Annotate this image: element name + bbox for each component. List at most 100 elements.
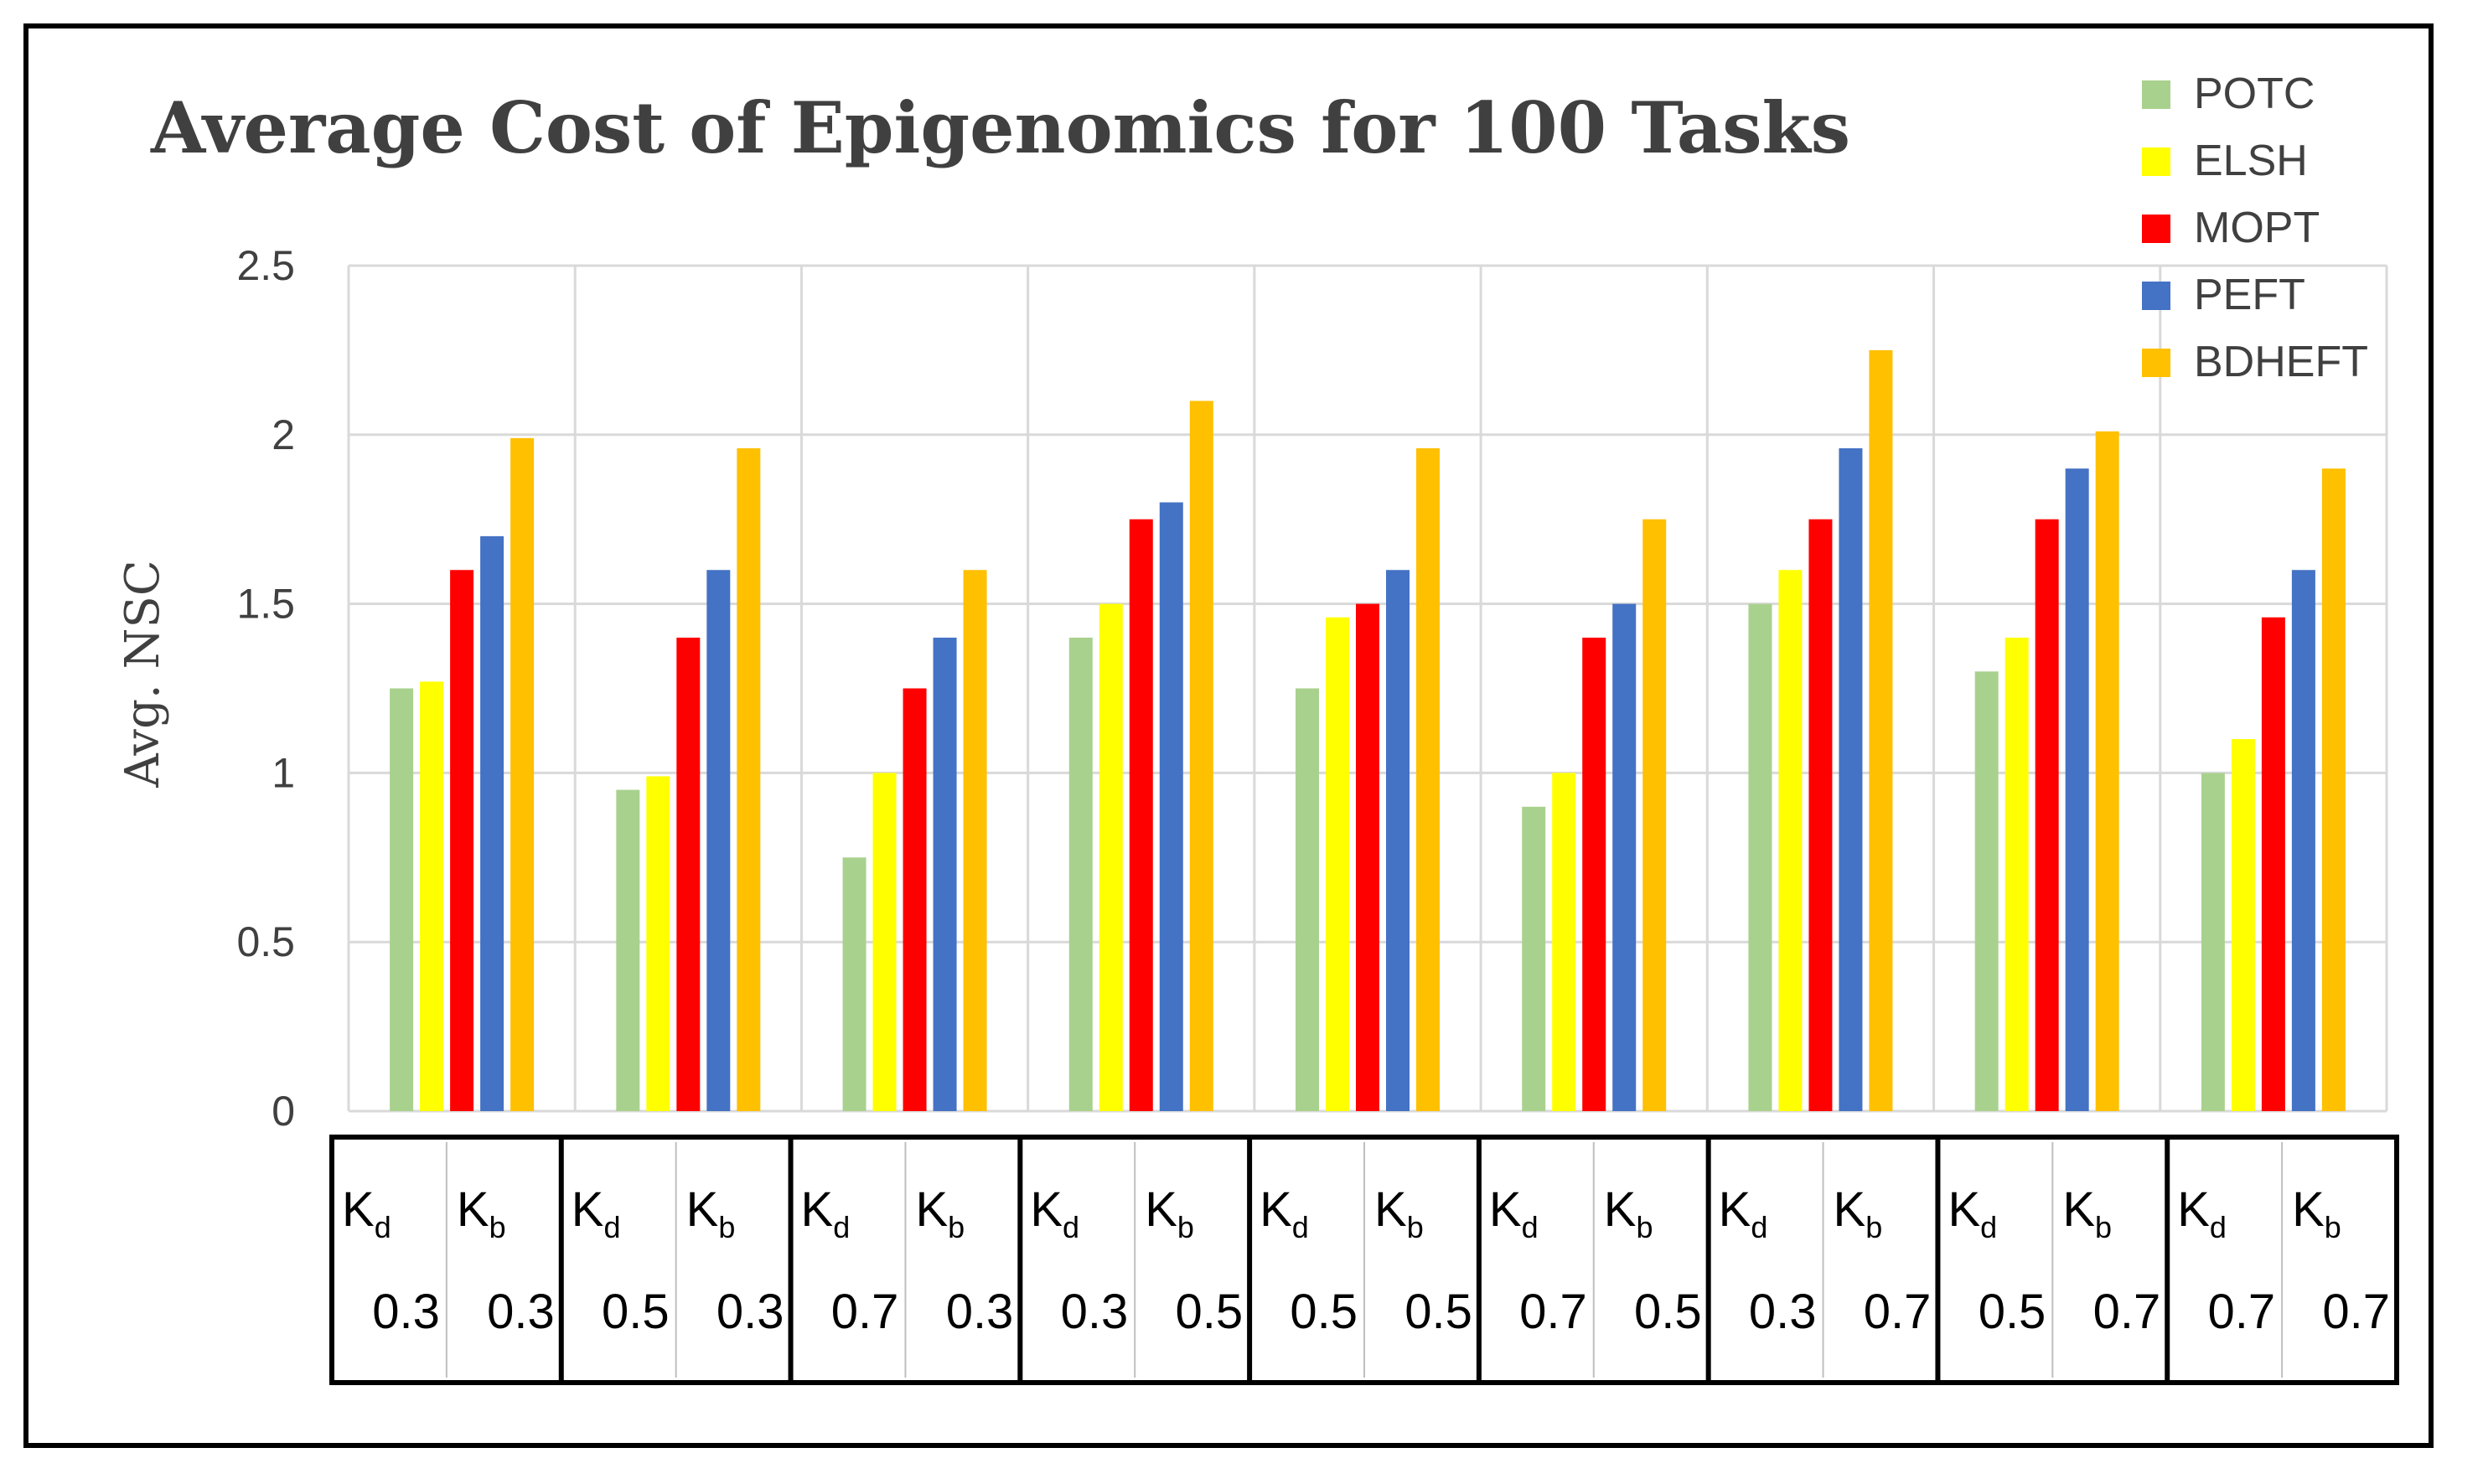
- param-value-kd: 0.3: [372, 1285, 440, 1339]
- param-header-kb: Kb: [1374, 1182, 1424, 1244]
- bar-elsh: [420, 681, 444, 1111]
- legend-label: ELSH: [2194, 137, 2308, 185]
- param-header-kd: Kd: [1948, 1182, 1997, 1244]
- chart-title: Average Cost of Epigenomics for 100 Task…: [150, 86, 1850, 169]
- bar-mopt: [1356, 603, 1379, 1111]
- bar-elsh: [646, 776, 670, 1111]
- param-header-kb: Kb: [2062, 1182, 2112, 1244]
- bar-peft: [2291, 570, 2315, 1111]
- param-header-kd: Kd: [1260, 1182, 1309, 1244]
- legend-label: MOPT: [2194, 204, 2320, 252]
- param-value-kb: 0.5: [1634, 1285, 1702, 1339]
- bar-elsh: [872, 773, 897, 1111]
- bar-mopt: [1582, 637, 1606, 1111]
- param-header-kb: Kb: [1604, 1182, 1653, 1244]
- bar-potc: [842, 857, 866, 1111]
- bar-elsh: [2231, 739, 2255, 1111]
- bar-peft: [1839, 447, 1863, 1111]
- param-value-kd: 0.7: [2207, 1285, 2275, 1339]
- param-value-kd: 0.7: [831, 1285, 899, 1339]
- bar-mopt: [903, 688, 927, 1111]
- param-value-kb: 0.7: [1864, 1285, 1932, 1339]
- param-header-kd: Kd: [1719, 1182, 1768, 1244]
- param-header-kb: Kb: [1145, 1182, 1194, 1244]
- bar-bdheft: [2321, 468, 2346, 1111]
- param-value-kb: 0.3: [716, 1285, 784, 1339]
- legend-swatch: [2142, 80, 2170, 109]
- param-value-kb: 0.3: [946, 1285, 1014, 1339]
- bar-peft: [706, 570, 731, 1111]
- param-value-kb: 0.5: [1175, 1285, 1243, 1339]
- bar-elsh: [1778, 570, 1803, 1111]
- legend-swatch: [2142, 282, 2170, 310]
- param-header-kb: Kb: [915, 1182, 965, 1244]
- bar-peft: [480, 535, 504, 1111]
- y-tick-label: 1: [272, 749, 295, 796]
- param-value-kd: 0.3: [1061, 1285, 1129, 1339]
- bar-peft: [1612, 603, 1637, 1111]
- bar-potc: [1748, 603, 1772, 1111]
- bar-elsh: [1326, 617, 1349, 1111]
- chart: Average Cost of Epigenomics for 100 Task…: [116, 70, 2399, 1385]
- bar-bdheft: [1869, 349, 1893, 1111]
- param-header-kd: Kd: [801, 1182, 851, 1244]
- param-value-kb: 0.5: [1404, 1285, 1472, 1339]
- bar-peft: [1386, 570, 1410, 1111]
- bar-bdheft: [1416, 447, 1440, 1111]
- bar-mopt: [2035, 519, 2059, 1111]
- y-tick-label: 0.5: [236, 918, 295, 965]
- bar-mopt: [676, 637, 701, 1111]
- param-value-kd: 0.5: [1290, 1285, 1358, 1339]
- bar-bdheft: [1189, 401, 1213, 1111]
- bar-peft: [933, 637, 957, 1111]
- param-header-kb: Kb: [1834, 1182, 1883, 1244]
- y-axis-label: Avg. NSC: [116, 560, 170, 788]
- legend-swatch: [2142, 215, 2170, 243]
- legend-label: BDHEFT: [2194, 338, 2368, 386]
- param-value-kd: 0.5: [602, 1285, 670, 1339]
- param-header-kb: Kb: [457, 1182, 506, 1244]
- bar-potc: [390, 688, 414, 1111]
- bar-bdheft: [510, 437, 535, 1111]
- bar-mopt: [1129, 519, 1153, 1111]
- param-value-kd: 0.5: [1979, 1285, 2046, 1339]
- param-value-kb: 0.7: [2322, 1285, 2390, 1339]
- bar-elsh: [2005, 637, 2029, 1111]
- param-header-kd: Kd: [1489, 1182, 1539, 1244]
- bar-elsh: [1099, 603, 1123, 1111]
- bar-peft: [2065, 468, 2089, 1111]
- param-value-kd: 0.3: [1749, 1285, 1817, 1339]
- y-tick-label: 2: [272, 411, 295, 458]
- bar-potc: [1296, 688, 1319, 1111]
- y-tick-label: 2.5: [236, 242, 295, 289]
- legend-swatch: [2142, 147, 2170, 176]
- bar-mopt: [2261, 617, 2285, 1111]
- param-value-kb: 0.7: [2093, 1285, 2161, 1339]
- y-tick-label: 0: [272, 1088, 295, 1135]
- bar-bdheft: [737, 447, 761, 1111]
- legend-swatch: [2142, 349, 2170, 377]
- bars: [390, 349, 2346, 1111]
- legend-label: PEFT: [2194, 271, 2305, 319]
- bar-bdheft: [963, 570, 987, 1111]
- y-axis-ticks: 0 0.5 1 1.5 2 2.5: [236, 242, 295, 1135]
- parameter-table: Kd 0.3 Kb 0.3 Kd 0.5 Kb 0.3 Kd 0.7 Kb 0.3 Kd 0.3 Kb 0.5…: [329, 1135, 2399, 1385]
- param-header-kd: Kd: [2177, 1182, 2227, 1244]
- bar-mopt: [1808, 519, 1833, 1111]
- param-value-kb: 0.3: [487, 1285, 555, 1339]
- bar-potc: [1522, 806, 1546, 1111]
- param-header-kb: Kb: [686, 1182, 736, 1244]
- bar-peft: [1159, 502, 1183, 1111]
- bar-bdheft: [1642, 519, 1667, 1111]
- param-header-kb: Kb: [2292, 1182, 2341, 1244]
- bar-elsh: [1552, 773, 1576, 1111]
- legend-label: POTC: [2194, 70, 2315, 118]
- bar-mopt: [450, 570, 474, 1111]
- legend: POTC ELSH MOPT PEFT BDHEFT: [2142, 70, 2368, 386]
- param-value-kd: 0.7: [1519, 1285, 1587, 1339]
- param-header-kd: Kd: [1030, 1182, 1079, 1244]
- bar-potc: [616, 789, 640, 1111]
- param-header-kd: Kd: [342, 1182, 391, 1244]
- bar-potc: [2201, 773, 2225, 1111]
- bar-bdheft: [2095, 431, 2119, 1111]
